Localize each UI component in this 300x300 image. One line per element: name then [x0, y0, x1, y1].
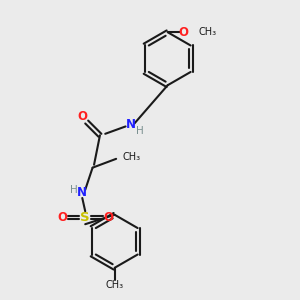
Text: H: H: [70, 185, 77, 195]
Text: CH₃: CH₃: [122, 152, 140, 162]
Text: O: O: [57, 211, 67, 224]
Text: N: N: [126, 118, 136, 131]
Text: CH₃: CH₃: [199, 27, 217, 37]
Text: H: H: [136, 126, 144, 136]
Text: N: N: [77, 186, 87, 199]
Text: O: O: [179, 26, 189, 39]
Text: CH₃: CH₃: [106, 280, 124, 290]
Text: S: S: [80, 211, 90, 224]
Text: O: O: [103, 211, 113, 224]
Text: O: O: [77, 110, 87, 123]
